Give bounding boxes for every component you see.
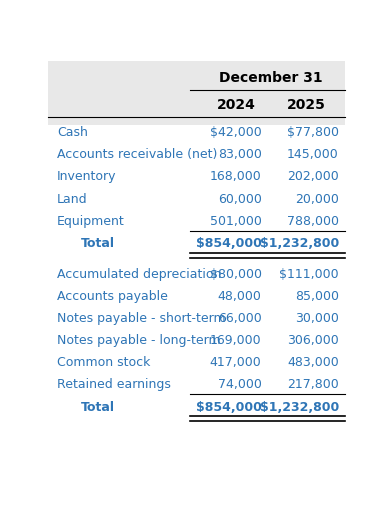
Text: Notes payable - short-term: Notes payable - short-term (57, 312, 226, 325)
Text: Inventory: Inventory (57, 170, 116, 183)
Text: $42,000: $42,000 (210, 126, 262, 139)
Text: $854,000: $854,000 (196, 400, 262, 414)
Text: 417,000: 417,000 (210, 356, 262, 369)
Text: 30,000: 30,000 (295, 312, 339, 325)
Text: Accounts receivable (net): Accounts receivable (net) (57, 148, 217, 161)
Text: 74,000: 74,000 (218, 378, 262, 391)
Text: $854,000: $854,000 (196, 237, 262, 250)
Text: 306,000: 306,000 (287, 334, 339, 347)
Text: 48,000: 48,000 (218, 290, 262, 302)
FancyBboxPatch shape (48, 61, 345, 125)
Text: Common stock: Common stock (57, 356, 150, 369)
Text: $1,232,800: $1,232,800 (260, 237, 339, 250)
Text: Equipment: Equipment (57, 215, 124, 228)
Text: 168,000: 168,000 (210, 170, 262, 183)
Text: 83,000: 83,000 (218, 148, 262, 161)
Text: 2024: 2024 (217, 98, 256, 112)
Text: December 31: December 31 (219, 71, 323, 85)
Text: Total: Total (80, 237, 115, 250)
Text: $77,800: $77,800 (287, 126, 339, 139)
Text: 85,000: 85,000 (295, 290, 339, 302)
Text: 217,800: 217,800 (287, 378, 339, 391)
Text: 2025: 2025 (286, 98, 326, 112)
Text: $80,000: $80,000 (210, 268, 262, 281)
Text: 60,000: 60,000 (218, 192, 262, 206)
Text: 501,000: 501,000 (210, 215, 262, 228)
Text: Accumulated depreciation: Accumulated depreciation (57, 268, 221, 281)
Text: Accounts payable: Accounts payable (57, 290, 168, 302)
Text: 788,000: 788,000 (287, 215, 339, 228)
Text: Land: Land (57, 192, 87, 206)
Text: 202,000: 202,000 (287, 170, 339, 183)
Text: 20,000: 20,000 (295, 192, 339, 206)
Text: $111,000: $111,000 (279, 268, 339, 281)
Text: 145,000: 145,000 (287, 148, 339, 161)
Text: Notes payable - long-term: Notes payable - long-term (57, 334, 220, 347)
Text: 169,000: 169,000 (210, 334, 262, 347)
Text: 483,000: 483,000 (287, 356, 339, 369)
Text: 66,000: 66,000 (218, 312, 262, 325)
Text: $1,232,800: $1,232,800 (260, 400, 339, 414)
Text: Retained earnings: Retained earnings (57, 378, 171, 391)
Text: Cash: Cash (57, 126, 88, 139)
Text: Total: Total (80, 400, 115, 414)
